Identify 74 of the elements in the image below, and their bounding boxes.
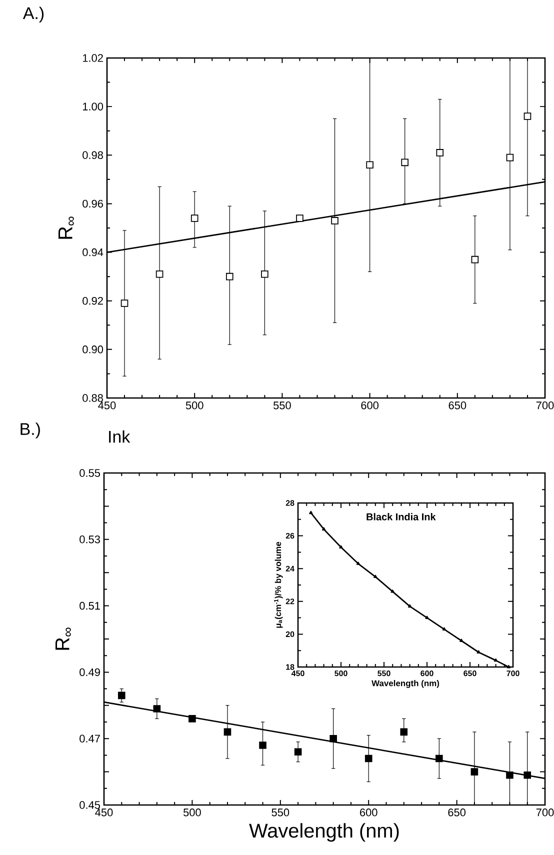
point — [259, 742, 266, 749]
x-tick-label: 700 — [536, 808, 554, 816]
point — [374, 574, 378, 578]
chart-title: B.) — [20, 422, 40, 438]
text: Black India Ink — [366, 513, 436, 520]
chart-title: A.) — [22, 6, 44, 22]
point — [506, 771, 514, 779]
point — [156, 270, 164, 278]
point — [470, 768, 478, 776]
point — [460, 638, 464, 642]
y-tick-label: 0.49 — [80, 668, 100, 676]
point — [294, 748, 302, 756]
point — [442, 627, 446, 631]
x-tick-label: 500 — [183, 808, 201, 816]
point — [190, 214, 198, 222]
point — [401, 158, 408, 166]
y-tick-label: 0.92 — [82, 296, 103, 305]
x-tick-label: 600 — [361, 402, 379, 410]
chart-subtitle: Ink — [109, 430, 130, 443]
point — [296, 214, 304, 222]
point — [120, 300, 128, 307]
y-tick-label: 0.53 — [80, 536, 100, 544]
y-tick-label: 0.45 — [80, 801, 100, 809]
point — [476, 650, 480, 654]
point — [153, 705, 161, 712]
point — [436, 754, 443, 762]
x-tick-label: 550 — [272, 808, 290, 816]
point — [506, 664, 511, 668]
x-tick-label: 550 — [273, 402, 291, 410]
x-tick-label: 450 — [98, 402, 116, 410]
point — [330, 734, 337, 742]
x-tick-label: 500 — [186, 402, 204, 410]
point — [366, 161, 374, 168]
x-axis-title: Wavelength (nm) — [372, 680, 440, 688]
point — [331, 217, 338, 224]
y-axis-title: R$_{∞}$ — [58, 216, 74, 239]
x-axis-title: Wavelength (nm) — [249, 823, 399, 842]
y-tick-label: 0.51 — [80, 602, 100, 610]
point — [339, 545, 343, 549]
y-tick-label: 1.00 — [82, 102, 104, 110]
y-tick-label: 1.02 — [82, 54, 103, 62]
point — [309, 510, 313, 514]
y-axis-title: R$_{∞}$ — [56, 628, 71, 650]
point — [356, 562, 360, 565]
y-tick-label: 0.96 — [82, 200, 103, 208]
y-tick-label: 0.90 — [82, 346, 104, 354]
y-tick-label: 0.94 — [82, 248, 104, 256]
point — [524, 112, 532, 120]
point — [506, 154, 514, 162]
point — [224, 728, 232, 736]
point — [524, 771, 532, 779]
point — [425, 616, 429, 620]
point — [494, 658, 498, 662]
point — [261, 270, 268, 278]
point — [364, 754, 372, 762]
point — [118, 692, 126, 700]
y-tick-label: 0.98 — [82, 151, 103, 160]
point — [436, 149, 444, 156]
point — [188, 715, 196, 722]
x-tick-label: 650 — [448, 402, 466, 410]
point — [322, 527, 326, 530]
y-axis-title: μ$_{a}$(cm$^{-1}$)/% by volume — [274, 542, 283, 628]
y-tick-label: 0.88 — [82, 394, 103, 402]
point — [471, 256, 479, 264]
point — [390, 590, 394, 593]
y-tick-label: 0.47 — [80, 734, 100, 742]
point — [400, 728, 408, 736]
point — [226, 272, 234, 280]
x-tick-label: 700 — [536, 402, 554, 410]
point — [408, 604, 412, 608]
x-tick-label: 450 — [95, 808, 113, 816]
x-tick-label: 600 — [360, 808, 378, 816]
y-tick-label: 0.55 — [80, 469, 100, 477]
x-tick-label: 650 — [448, 808, 466, 816]
